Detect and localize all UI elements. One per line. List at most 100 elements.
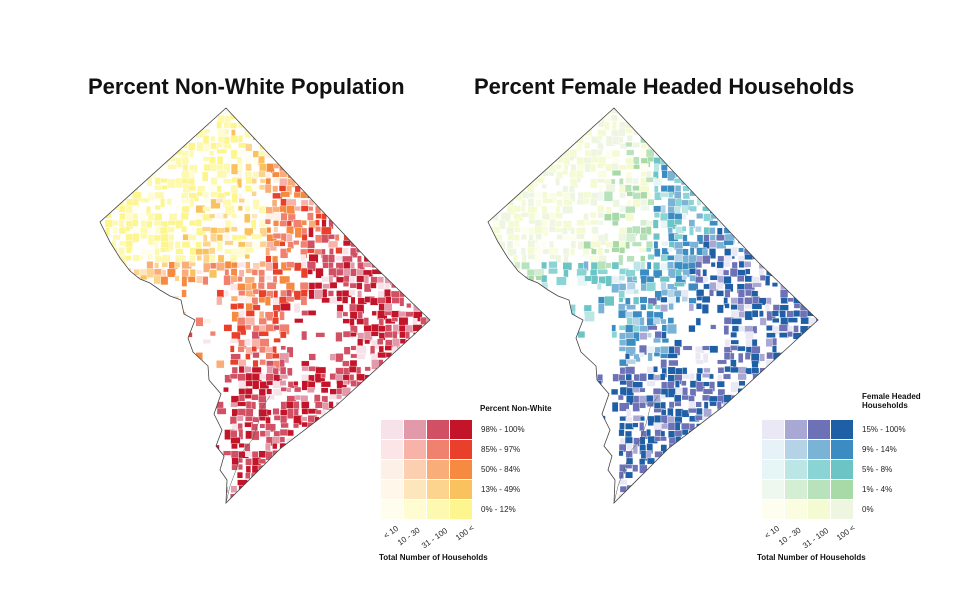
tract [188, 261, 197, 267]
tract [709, 465, 721, 473]
tract [696, 295, 703, 301]
tract [426, 331, 430, 340]
tract [751, 379, 759, 391]
tract [279, 331, 287, 339]
tract [357, 114, 368, 121]
tract [399, 142, 407, 153]
tract [786, 409, 797, 419]
tract [488, 331, 491, 337]
tract [245, 324, 252, 331]
tract [182, 332, 193, 338]
tract [272, 443, 278, 450]
tract [708, 498, 717, 503]
tract [125, 177, 133, 184]
tract [435, 185, 439, 194]
tract [434, 150, 441, 154]
tract [625, 471, 634, 479]
tract [689, 437, 699, 446]
tract [597, 212, 605, 219]
tract [293, 303, 301, 314]
tract [780, 367, 791, 376]
tract [799, 114, 806, 122]
tract [793, 269, 802, 279]
tract [639, 332, 648, 340]
tract [577, 331, 586, 339]
tract [807, 163, 816, 174]
tract [745, 429, 755, 440]
tract [703, 164, 713, 173]
tract [161, 464, 169, 475]
tract [554, 254, 562, 263]
tract [794, 380, 804, 391]
tract [626, 304, 636, 310]
tract [563, 254, 569, 264]
tract [348, 289, 356, 296]
tract [126, 246, 132, 254]
tract [103, 108, 110, 114]
tract [418, 199, 429, 209]
tract [521, 156, 527, 163]
tract [724, 198, 733, 206]
tract [493, 150, 503, 160]
tract [357, 233, 368, 243]
tract [350, 479, 360, 490]
tract [806, 233, 814, 245]
tract [702, 499, 710, 503]
tract [426, 268, 430, 275]
tract [314, 192, 321, 198]
tract [92, 199, 98, 205]
tract [384, 115, 390, 121]
tract [243, 500, 255, 503]
tract [161, 185, 168, 190]
tract [752, 136, 759, 142]
tract [786, 387, 794, 393]
tract [399, 338, 406, 344]
tract [500, 275, 510, 282]
tract [349, 135, 357, 147]
tract [688, 395, 695, 402]
tract [425, 274, 430, 282]
tract [286, 261, 295, 268]
tract [542, 317, 552, 322]
tract [390, 247, 399, 256]
tract [667, 247, 673, 252]
tract [202, 191, 209, 200]
tract [125, 114, 135, 126]
tract [175, 219, 184, 229]
tract [342, 492, 351, 498]
legend-left-class: 13% - 49% [481, 485, 521, 494]
tract [506, 100, 514, 107]
tract [100, 191, 101, 199]
tract [315, 470, 325, 482]
tract [350, 422, 361, 431]
legend-right-grid [762, 420, 853, 519]
tract [335, 113, 342, 124]
tract [252, 416, 260, 423]
tract [301, 464, 308, 472]
tract [534, 121, 540, 133]
tract [786, 247, 794, 253]
tract [433, 200, 442, 207]
tract [434, 109, 438, 116]
tract [348, 451, 358, 461]
tract [800, 394, 810, 403]
tract [433, 122, 438, 129]
tract [815, 128, 818, 135]
tract [675, 500, 684, 503]
tract [342, 247, 349, 255]
tract [695, 303, 703, 310]
tract [146, 156, 154, 164]
tract [435, 206, 444, 216]
tract [355, 247, 367, 253]
tract [168, 108, 179, 112]
tract [781, 100, 786, 107]
tract [520, 234, 528, 241]
tract [493, 185, 499, 191]
tract [201, 226, 212, 232]
tract [160, 108, 166, 116]
tract [708, 373, 714, 380]
tract [294, 486, 301, 492]
tract [427, 115, 430, 125]
tract [258, 311, 265, 319]
tract [370, 492, 376, 499]
